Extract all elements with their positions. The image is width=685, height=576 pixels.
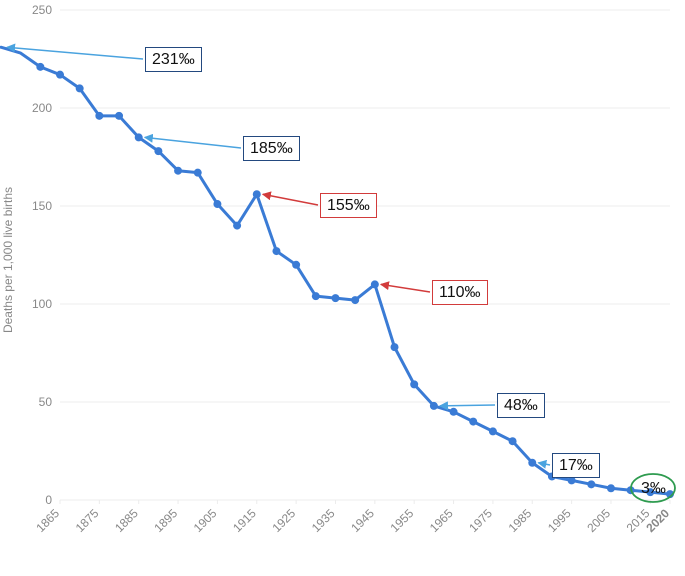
x-tick-label: 1975 <box>466 506 495 535</box>
data-point <box>95 112 103 120</box>
data-point <box>607 484 615 492</box>
y-tick-label: 50 <box>39 395 53 409</box>
callout-label: 48‰ <box>504 397 538 414</box>
x-tick-label: 1875 <box>73 506 102 535</box>
callout-label: 155‰ <box>327 197 370 214</box>
y-tick-label: 100 <box>32 297 52 311</box>
callout-arrow <box>263 194 318 205</box>
x-tick-label: 1935 <box>309 506 338 535</box>
data-point <box>450 408 458 416</box>
data-point <box>253 190 261 198</box>
x-tick-label: 1945 <box>348 506 377 535</box>
mortality-line-chart: 0 50 100 150 200 250 1865 1875 1885 1895 1905 1915 1… <box>0 0 685 576</box>
y-tick-label: 0 <box>45 493 52 507</box>
x-tick-label: 1905 <box>191 506 220 535</box>
data-point <box>174 167 182 175</box>
callout-arrow <box>145 137 241 148</box>
x-tick-label: 2005 <box>584 506 613 535</box>
data-point <box>194 169 202 177</box>
data-point <box>272 247 280 255</box>
callout-box: 17‰ <box>552 453 600 478</box>
callout-label: 110‰ <box>439 284 481 301</box>
callout-box: 231‰ <box>145 47 202 72</box>
data-point <box>587 480 595 488</box>
data-point <box>528 459 536 467</box>
data-point <box>509 437 517 445</box>
callout-arrow <box>381 284 430 292</box>
data-point <box>56 71 64 79</box>
callout-label: 185‰ <box>250 140 293 157</box>
x-tick-label: 1925 <box>269 506 298 535</box>
y-tick-label: 200 <box>32 101 52 115</box>
x-tick-label: 1865 <box>33 506 62 535</box>
x-tick-label: 1915 <box>230 506 259 535</box>
y-axis-label: Deaths per 1,000 live births <box>1 187 15 333</box>
data-point <box>154 147 162 155</box>
data-point <box>135 133 143 141</box>
callout-box: 185‰ <box>243 136 300 161</box>
callout-arrow <box>538 463 550 465</box>
data-point <box>115 112 123 120</box>
data-point <box>312 292 320 300</box>
data-point <box>430 402 438 410</box>
x-tick-label: 1985 <box>506 506 535 535</box>
callout-label: 231‰ <box>152 51 195 68</box>
data-point <box>213 200 221 208</box>
data-point <box>469 418 477 426</box>
callout-label: 3‰ <box>641 480 666 497</box>
data-point <box>410 380 418 388</box>
x-tick-label: 2020 <box>643 506 672 535</box>
x-tick-label: 1955 <box>388 506 417 535</box>
x-tick-label: 1965 <box>427 506 456 535</box>
data-point <box>489 427 497 435</box>
callout-label: 17‰ <box>559 457 593 474</box>
data-point <box>391 343 399 351</box>
data-point <box>371 280 379 288</box>
data-point <box>331 294 339 302</box>
x-tick-label: 1895 <box>151 506 180 535</box>
data-point <box>233 222 241 230</box>
chart-root: 0 50 100 150 200 250 1865 1875 1885 1895 1905 1915 1… <box>0 0 685 576</box>
data-point <box>76 84 84 92</box>
callout-box: 155‰ <box>320 193 377 218</box>
callout-box: 110‰ <box>432 280 488 305</box>
x-tick-label: 1995 <box>545 506 574 535</box>
y-tick-label: 250 <box>32 3 52 17</box>
callout-box: 48‰ <box>497 393 545 418</box>
callout-arrow <box>440 405 495 406</box>
data-point <box>36 63 44 71</box>
data-point <box>292 261 300 269</box>
final-callout: 3‰ <box>635 477 672 500</box>
data-point <box>351 296 359 304</box>
x-tick-label: 1885 <box>112 506 141 535</box>
y-tick-label: 150 <box>32 199 52 213</box>
